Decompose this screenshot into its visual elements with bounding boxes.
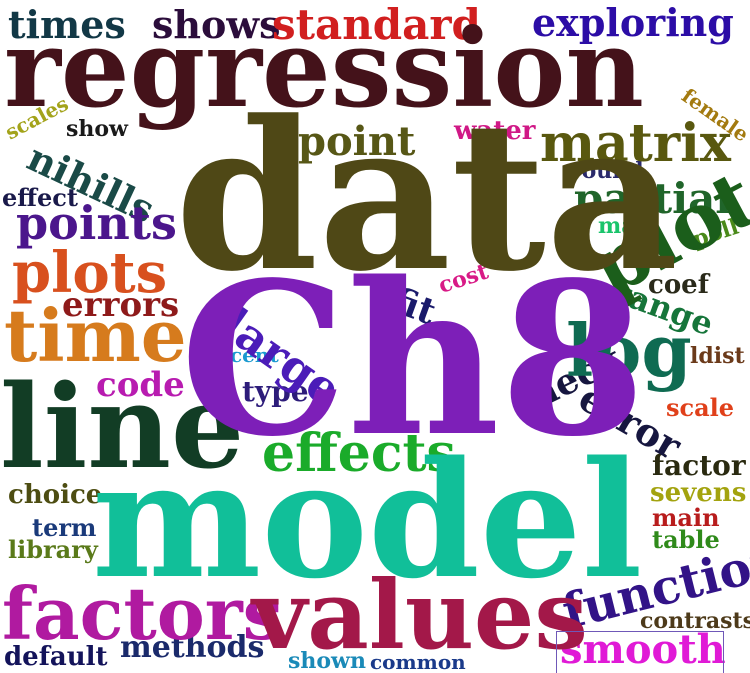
word-default: default — [4, 642, 108, 672]
word-effect: effect — [2, 183, 78, 212]
word-line: line — [0, 360, 245, 495]
word-scale: scale — [666, 393, 735, 422]
selection-outline — [556, 631, 724, 673]
word-code: code — [96, 365, 185, 405]
word-library: library — [8, 535, 98, 564]
word-ch8: Ch8 — [180, 236, 646, 483]
word-cent: cent — [230, 343, 279, 367]
word-times: times — [8, 2, 126, 47]
word-ldist: ldist — [690, 343, 745, 369]
word-water: water — [454, 116, 536, 146]
word-data: data — [175, 77, 679, 317]
word-choice: choice — [8, 480, 103, 510]
word-coef: coef — [648, 270, 709, 300]
word-model: model — [92, 426, 643, 614]
word-common: common — [370, 650, 466, 673]
word-male: male — [598, 213, 658, 239]
word-log: log — [566, 308, 692, 393]
word-errors: errors — [62, 285, 180, 325]
word-main: main — [652, 503, 720, 532]
word-methods: methods — [120, 630, 265, 665]
word-contrasts: contrasts — [640, 608, 750, 634]
word-show: show — [66, 116, 128, 142]
word-shows: shows — [152, 2, 281, 47]
word-time: time — [4, 293, 187, 378]
word-factor: factor — [652, 449, 746, 482]
word-points: points — [16, 196, 177, 250]
word-partial: partial — [574, 174, 732, 223]
word-factors: factors — [2, 571, 284, 656]
word-plots: plots — [12, 240, 168, 306]
word-matrix: matrix — [540, 113, 731, 174]
word-shown: shown — [288, 648, 366, 673]
word-values: values — [252, 560, 588, 671]
word-smooth: smooth — [560, 626, 726, 673]
word-sevens: sevens — [650, 478, 747, 508]
word-exploring: exploring — [532, 0, 734, 45]
word-effects: effects — [262, 423, 456, 484]
word-term: term — [32, 513, 97, 542]
word-standard: standard — [272, 0, 481, 49]
word-regression: regression — [4, 6, 644, 132]
word-table: table — [652, 525, 720, 554]
word-point: point — [298, 118, 416, 165]
word-round: round — [570, 158, 644, 184]
word-type: type — [242, 375, 309, 408]
